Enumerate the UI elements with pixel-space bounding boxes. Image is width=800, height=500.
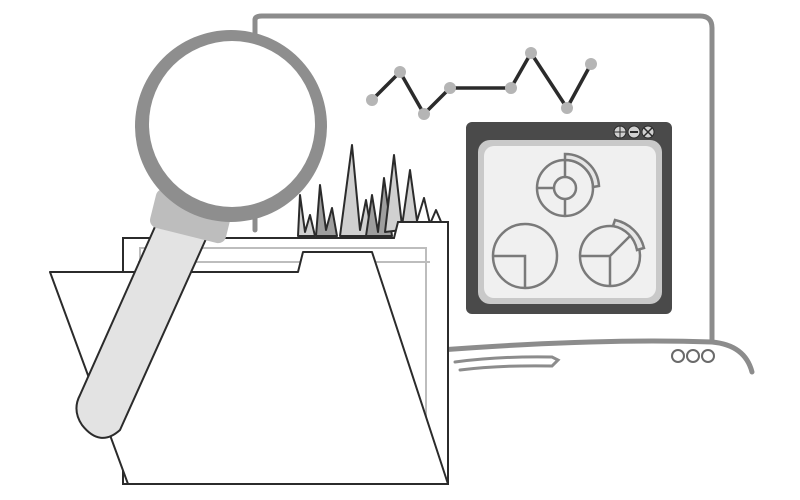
magnifying-glass-icon [75,30,327,439]
app-window-icon [466,122,672,314]
pie-chart-icon [491,152,646,290]
indicator-lights [671,349,715,363]
window-controls [613,125,655,139]
line-chart-icon [366,47,597,120]
